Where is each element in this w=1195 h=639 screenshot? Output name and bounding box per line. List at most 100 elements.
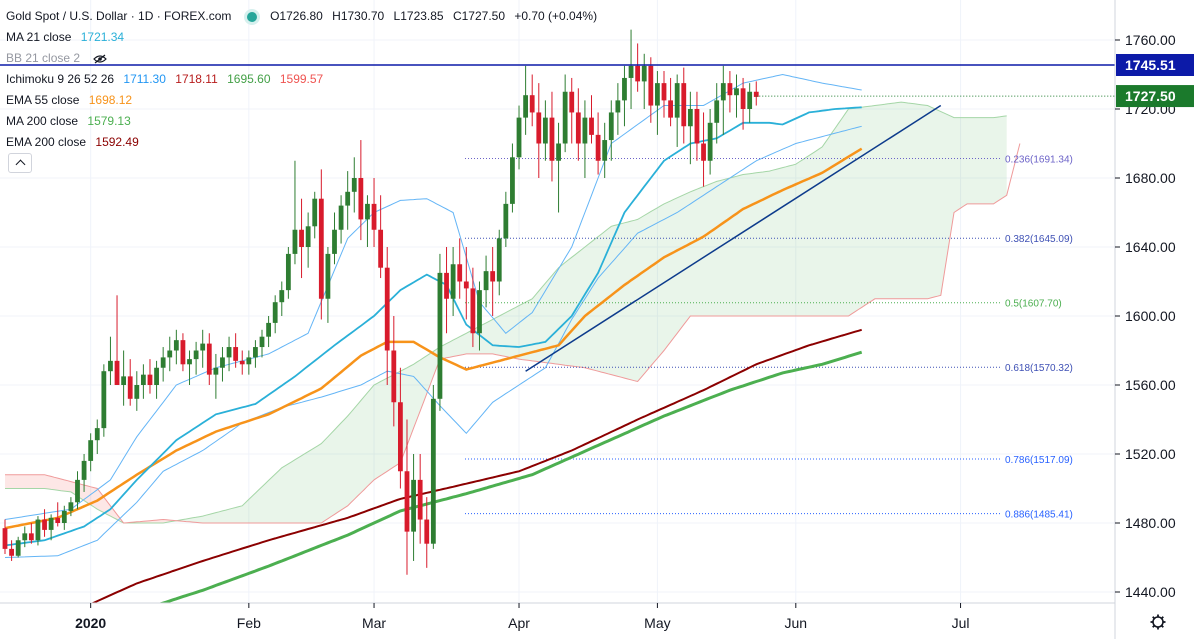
candle-body[interactable] — [266, 322, 271, 337]
candle-body[interactable] — [753, 91, 759, 97]
candle-body[interactable] — [516, 117, 522, 158]
candle-body[interactable] — [424, 519, 430, 544]
candle-body[interactable] — [173, 340, 179, 351]
candle-body[interactable] — [727, 83, 733, 96]
candle-body[interactable] — [15, 540, 21, 556]
candle-body[interactable] — [259, 336, 265, 348]
candle-body[interactable] — [121, 376, 127, 385]
candle-body[interactable] — [648, 65, 654, 106]
candle-body[interactable] — [470, 288, 476, 334]
candle-body[interactable] — [549, 117, 555, 161]
candle-body[interactable] — [28, 533, 34, 541]
candle-body[interactable] — [351, 178, 357, 192]
candle-body[interactable] — [371, 203, 377, 230]
candle-body[interactable] — [674, 83, 680, 118]
candle-body[interactable] — [536, 112, 542, 144]
time-axis[interactable] — [0, 603, 1115, 639]
candle-body[interactable] — [398, 402, 403, 472]
candle-body[interactable] — [562, 91, 568, 144]
collapse-legend-button[interactable] — [8, 153, 32, 173]
candle-body[interactable] — [312, 198, 318, 227]
legend-ema200[interactable]: EMA 200 close 1592.49 — [6, 132, 597, 153]
candle-body[interactable] — [582, 117, 588, 144]
candle-body[interactable] — [747, 91, 753, 109]
candle-body[interactable] — [384, 267, 390, 351]
candle-body[interactable] — [720, 83, 726, 101]
candle-body[interactable] — [358, 178, 364, 220]
candle-body[interactable] — [332, 229, 337, 254]
candle-body[interactable] — [305, 226, 311, 247]
candle-body[interactable] — [55, 517, 61, 523]
candle-body[interactable] — [108, 360, 113, 372]
candle-body[interactable] — [127, 376, 133, 399]
candle-body[interactable] — [701, 143, 706, 161]
candle-body[interactable] — [635, 65, 641, 82]
candle-body[interactable] — [589, 117, 594, 135]
candle-body[interactable] — [542, 117, 548, 144]
candle-body[interactable] — [503, 203, 509, 239]
candle-body[interactable] — [365, 203, 370, 220]
candle-body[interactable] — [595, 134, 601, 161]
candle-body[interactable] — [35, 519, 41, 541]
candle-body[interactable] — [556, 143, 561, 161]
hidden-eye-icon[interactable] — [93, 54, 108, 64]
candle-body[interactable] — [253, 347, 258, 358]
candle-body[interactable] — [279, 290, 285, 303]
candle-body[interactable] — [154, 367, 159, 385]
candle-body[interactable] — [615, 100, 621, 113]
candle-body[interactable] — [318, 198, 324, 299]
symbol-title[interactable]: Gold Spot / U.S. Dollar · 1D · FOREX.com — [6, 9, 232, 23]
candle-body[interactable] — [378, 229, 384, 268]
legend-ema55[interactable]: EMA 55 close 1698.12 — [6, 90, 597, 111]
candle-body[interactable] — [483, 271, 489, 291]
candle-body[interactable] — [687, 109, 693, 127]
candle-body[interactable] — [681, 83, 687, 127]
candle-body[interactable] — [68, 502, 74, 511]
candle-body[interactable] — [575, 112, 581, 144]
candle-body[interactable] — [628, 65, 634, 78]
candle-body[interactable] — [299, 229, 304, 247]
candle-body[interactable] — [9, 548, 14, 556]
candle-body[interactable] — [167, 350, 173, 358]
candle-body[interactable] — [338, 205, 344, 230]
candle-body[interactable] — [608, 112, 614, 141]
candle-body[interactable] — [529, 95, 535, 113]
candle-body[interactable] — [292, 229, 298, 254]
candle-body[interactable] — [655, 83, 660, 106]
candle-body[interactable] — [622, 77, 627, 101]
candle-body[interactable] — [714, 100, 720, 123]
candle-body[interactable] — [661, 83, 667, 101]
candle-body[interactable] — [404, 471, 410, 532]
candle-body[interactable] — [463, 281, 469, 289]
candle-body[interactable] — [272, 302, 278, 323]
candle-body[interactable] — [246, 357, 252, 365]
candle-body[interactable] — [569, 91, 575, 113]
candle-body[interactable] — [496, 238, 502, 282]
candle-body[interactable] — [641, 65, 647, 82]
candle-body[interactable] — [88, 440, 94, 461]
candle-body[interactable] — [325, 253, 331, 299]
candle-body[interactable] — [75, 479, 80, 503]
candle-body[interactable] — [457, 264, 463, 282]
candle-body[interactable] — [160, 357, 166, 368]
candle-body[interactable] — [285, 253, 291, 291]
candle-body[interactable] — [81, 460, 87, 480]
candle-body[interactable] — [48, 517, 54, 530]
candle-body[interactable] — [239, 360, 245, 365]
candle-body[interactable] — [477, 290, 482, 334]
candle-body[interactable] — [444, 272, 449, 299]
candle-body[interactable] — [213, 367, 219, 375]
candle-body[interactable] — [147, 374, 153, 385]
candle-body[interactable] — [602, 140, 608, 161]
candle-body[interactable] — [411, 479, 416, 532]
candle-body[interactable] — [707, 122, 713, 161]
legend-ma200[interactable]: MA 200 close 1579.13 — [6, 111, 597, 132]
candle-body[interactable] — [734, 88, 739, 96]
candle-body[interactable] — [490, 271, 496, 282]
candle-body[interactable] — [42, 519, 47, 530]
legend-bb[interactable]: BB 21 close 2 — [6, 48, 597, 69]
candle-body[interactable] — [114, 360, 120, 385]
candle-body[interactable] — [61, 510, 67, 523]
candle-body[interactable] — [187, 359, 192, 365]
